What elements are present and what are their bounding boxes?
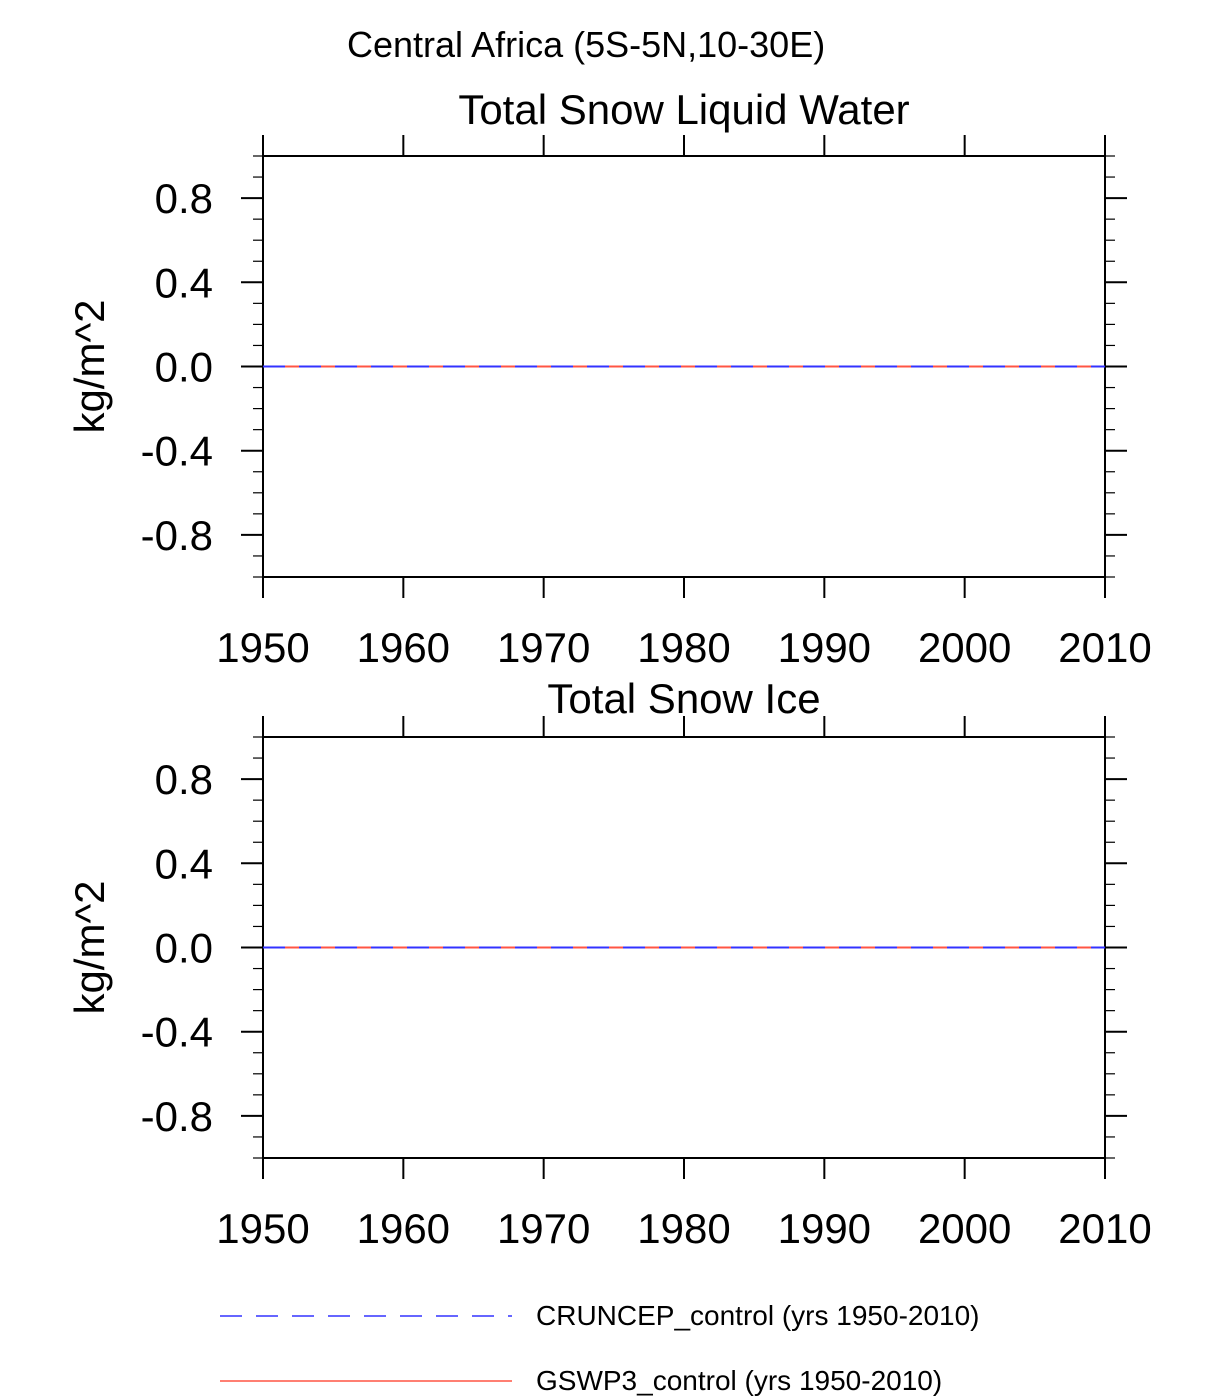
legend-gswp3-label: GSWP3_control (yrs 1950-2010) bbox=[536, 1365, 942, 1396]
y-tick-label: 0.8 bbox=[155, 175, 213, 222]
y-tick-label: 0.4 bbox=[155, 259, 213, 306]
x-tick-label: 1970 bbox=[497, 1205, 590, 1252]
x-tick-label: 2010 bbox=[1058, 1205, 1151, 1252]
panel-title: Total Snow Ice bbox=[547, 675, 820, 722]
x-tick-label: 1970 bbox=[497, 624, 590, 671]
y-tick-label: -0.8 bbox=[141, 512, 213, 559]
y-axis-label: kg/m^2 bbox=[66, 880, 113, 1014]
y-tick-label: -0.8 bbox=[141, 1093, 213, 1140]
y-tick-label: 0.4 bbox=[155, 840, 213, 887]
y-tick-label: -0.4 bbox=[141, 1009, 213, 1056]
x-tick-label: 1960 bbox=[357, 624, 450, 671]
x-tick-label: 1980 bbox=[637, 1205, 730, 1252]
x-tick-label: 1960 bbox=[357, 1205, 450, 1252]
panel-title: Total Snow Liquid Water bbox=[458, 86, 909, 133]
x-tick-label: 1950 bbox=[216, 624, 309, 671]
panel-2: Total Snow Ice 1950 1960 1970 1980 1990 2000 20… bbox=[66, 675, 1152, 1252]
x-tick-label: 1980 bbox=[637, 624, 730, 671]
legend-cruncep-label: CRUNCEP_control (yrs 1950-2010) bbox=[536, 1300, 980, 1331]
y-tick-label: 0.0 bbox=[155, 344, 213, 391]
x-tick-label: 2010 bbox=[1058, 624, 1151, 671]
y-tick-label: 0.0 bbox=[155, 925, 213, 972]
legend: CRUNCEP_control (yrs 1950-2010) GSWP3_con… bbox=[220, 1300, 980, 1396]
x-tick-label: 1990 bbox=[778, 1205, 871, 1252]
y-axis-label: kg/m^2 bbox=[66, 299, 113, 433]
y-tick-label: -0.4 bbox=[141, 428, 213, 475]
x-tick-label: 2000 bbox=[918, 1205, 1011, 1252]
x-tick-label: 1990 bbox=[778, 624, 871, 671]
panel-1: Total Snow Liquid Water 1950 1960 1970 1980 1… bbox=[66, 86, 1152, 671]
y-tick-label: 0.8 bbox=[155, 756, 213, 803]
x-tick-label: 2000 bbox=[918, 624, 1011, 671]
figure-title: Central Africa (5S-5N,10-30E) bbox=[347, 24, 826, 65]
x-tick-label: 1950 bbox=[216, 1205, 309, 1252]
